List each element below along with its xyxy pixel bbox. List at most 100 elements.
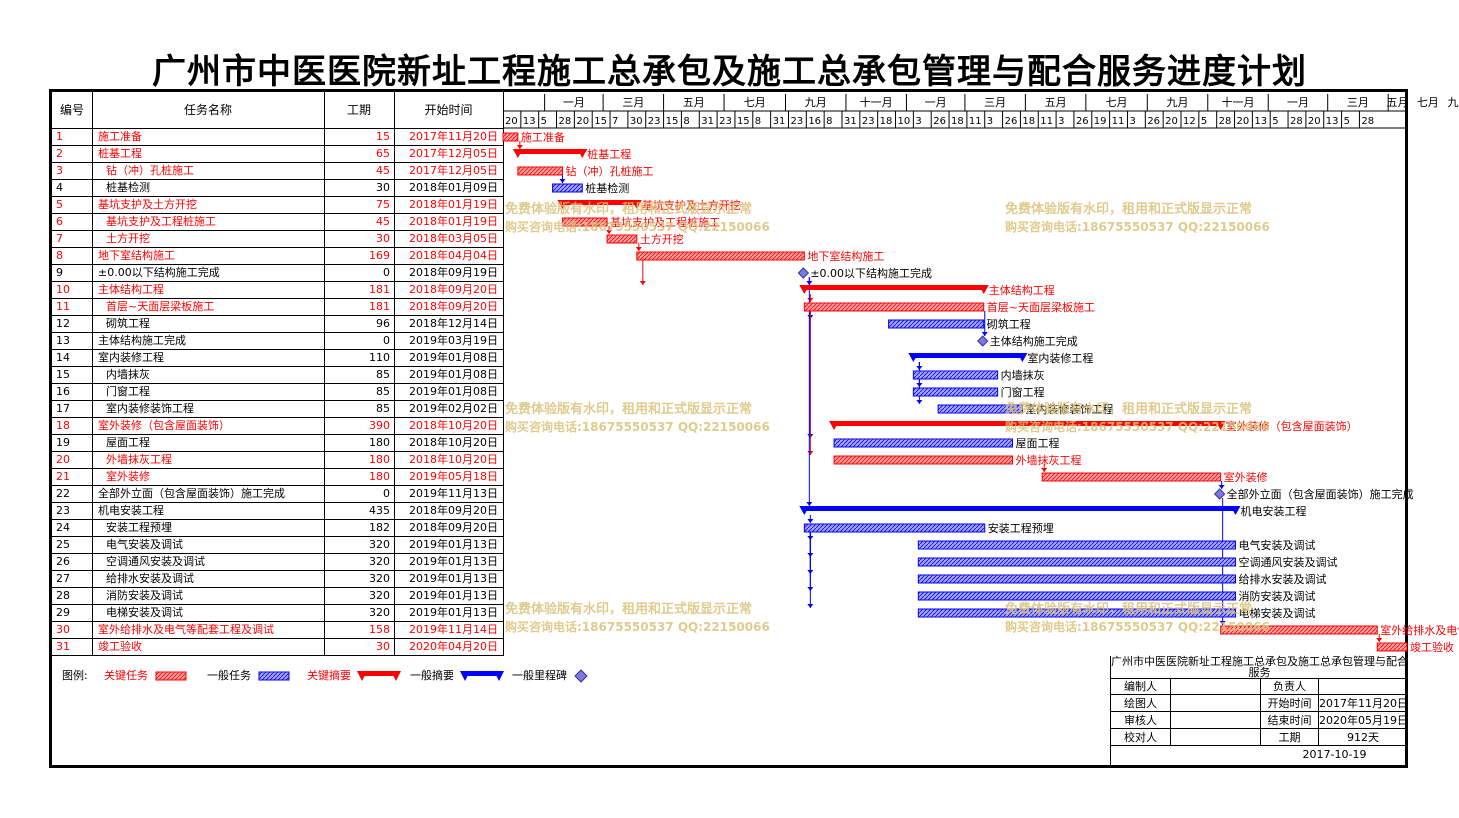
table-row: 13 主体结构施工完成 0 2019年03月19日 [52,333,503,350]
watermark-line2: 购买咨询电话:18675550537 QQ:22150066 [1005,219,1270,234]
responsible-label: 负责人 [1261,678,1319,695]
table-row: 11 首层~天面层梁板施工 181 2018年09月20日 [52,299,503,316]
task-name: 首层~天面层梁板施工 [106,300,215,313]
bar-label: 室内装修工程 [1027,351,1093,365]
summary-cap [512,149,523,158]
task-name: 消防安装及调试 [106,589,183,602]
task-duration: 45 [376,164,390,177]
legend-label: 一般任务 [207,669,251,682]
summary-bar [913,353,1023,358]
table-row: 14 室内装修工程 110 2019年01月08日 [52,350,503,367]
task-name: 施工准备 [98,130,142,143]
tick-day: 26 [1076,116,1089,127]
doc-date: 2017-10-19 [1302,748,1367,761]
task-start: 2019年11月14日 [409,623,498,636]
tick-day: 26 [1005,116,1018,127]
tick-day: 28 [559,116,572,127]
tick-month: 五月 [1045,96,1067,109]
dependency-arrow [606,230,613,234]
summary-cap [799,506,810,515]
task-bar [917,557,1237,567]
tick-month: 一月 [925,96,947,109]
tick-day: 15 [737,116,750,127]
table-row: 4 桩基检测 30 2018年01月09日 [52,180,503,197]
end-value: 2020年05月19日 [1319,712,1408,729]
watermark-line2: 购买咨询电话:18675550537 QQ:22150066 [1005,419,1270,434]
task-duration: 65 [376,147,390,160]
task-start: 2018年09月20日 [409,300,498,313]
task-duration: 110 [369,351,390,364]
summary-bar [804,506,1236,511]
task-duration: 320 [369,589,390,602]
task-name: 土方开挖 [106,232,150,245]
review-value [1171,712,1261,729]
legend-label: 关键任务 [104,669,148,682]
watermark-line1: 免费体验版有水印，租用和正式版显示正常 [505,601,752,617]
table-row: 29 电梯安装及调试 320 2019年01月13日 [52,605,503,622]
table-row: 3 钻（冲）孔桩施工 45 2017年12月05日 [52,163,503,180]
end-label: 结束时间 [1261,712,1319,729]
bar-label: 外墙抹灰工程 [1015,453,1081,467]
task-name: 基坑支护及土方开挖 [98,198,197,211]
tick-day: 8 [755,116,761,127]
task-duration: 181 [369,283,390,296]
task-start: 2018年09月20日 [409,283,498,296]
summary-cap [1230,506,1241,515]
task-id: 6 [56,215,63,228]
tick-day: 18 [951,116,964,127]
bar-label: 机电安装工程 [1241,504,1307,518]
task-start: 2018年09月20日 [409,504,498,517]
tick-month: 三月 [622,96,644,109]
task-name: 全部外立面（包含屋面装饰）施工完成 [98,487,285,500]
tick-day: 28 [1290,116,1303,127]
task-start: 2018年10月20日 [409,453,498,466]
table-row: 12 砌筑工程 96 2018年12月14日 [52,316,503,333]
tick-day: 3 [1058,116,1064,127]
tick-month: 三月 [984,96,1006,109]
task-id: 19 [56,436,70,449]
task-id: 14 [56,351,70,364]
task-duration: 0 [383,266,390,279]
task-name: ±0.00以下结构施工完成 [98,266,220,279]
start-label: 开始时间 [1261,695,1319,712]
dependency-arrow [516,145,523,149]
table-row: 31 竣工验收 30 2020年04月20日 [52,639,503,656]
dependency-arrow [559,179,566,183]
summary-bar [517,149,583,154]
task-name: 安装工程预埋 [106,521,172,534]
tick-day: 26 [933,116,946,127]
task-id: 15 [56,368,70,381]
tick-day: 5 [541,116,547,127]
table-row: 17 室内装修装饰工程 85 2019年02月02日 [52,401,503,418]
tick-month: 五月 [1387,96,1409,109]
bar-label: 竣工验收 [1410,640,1454,654]
bar-label: 给排水安装及调试 [1239,572,1327,586]
task-start: 2019年05月18日 [409,470,498,483]
summary-bar [562,200,637,205]
task-start: 2018年10月20日 [409,436,498,449]
legend-item: 关键任务 [104,668,200,684]
legend-swatch [155,671,187,681]
dependency-arrow [1218,485,1225,489]
task-id: 16 [56,385,70,398]
task-id: 12 [56,317,70,330]
task-start: 2019年01月13日 [409,589,498,602]
dependency-arrow [807,298,814,302]
table-row: 27 给排水安装及调试 320 2019年01月13日 [52,571,503,588]
task-duration: 182 [369,521,390,534]
tick-day: 20 [505,116,518,127]
tick-day: 23 [719,116,732,127]
watermark-line2: 购买咨询电话:18675550537 QQ:22150066 [1005,619,1270,634]
bar-label: 屋面工程 [1015,437,1059,450]
legend-prefix: 图例: [62,669,88,682]
table-row: 22 全部外立面（包含屋面装饰）施工完成 0 2019年11月13日 [52,486,503,503]
task-duration: 169 [369,249,390,262]
task-duration: 75 [376,198,390,211]
bar-label: 主体结构工程 [989,283,1055,297]
table-row: 8 地下室结构施工 169 2018年04月04日 [52,248,503,265]
bar-label: 消防安装及调试 [1239,589,1316,603]
bar-label: 电梯安装及调试 [1239,606,1316,620]
table-divider [394,92,395,656]
tick-day: 16 [808,116,821,127]
tick-day: 28 [1361,116,1374,127]
